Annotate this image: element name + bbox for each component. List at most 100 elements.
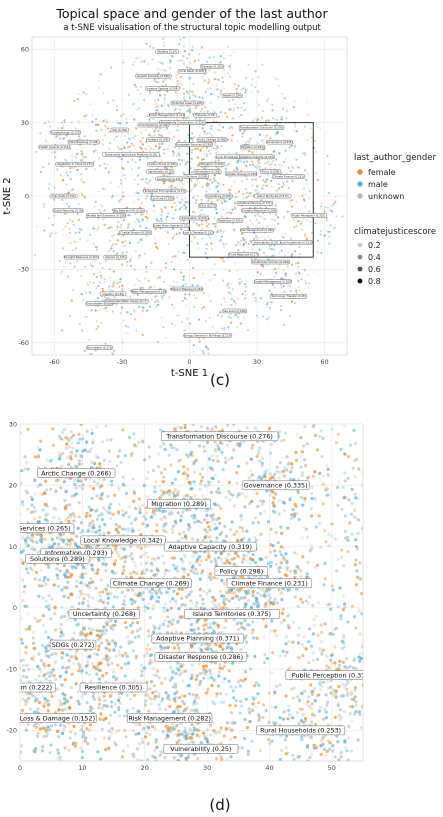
data-point xyxy=(231,689,235,693)
data-point xyxy=(123,594,127,599)
data-point xyxy=(234,302,237,305)
data-point xyxy=(172,710,176,714)
data-point xyxy=(99,281,102,284)
data-point xyxy=(13,518,16,521)
data-point xyxy=(270,619,274,623)
data-point xyxy=(140,673,144,678)
data-point xyxy=(66,580,70,584)
data-point xyxy=(126,260,129,263)
data-point xyxy=(333,715,337,719)
data-point xyxy=(82,253,85,256)
data-point xyxy=(122,195,125,198)
data-point xyxy=(190,450,194,454)
data-point xyxy=(253,684,257,688)
data-point xyxy=(77,500,81,505)
data-point xyxy=(194,147,197,150)
topic-label: Hazard Mapping (0.245) xyxy=(172,287,203,291)
topic-label-box xyxy=(183,333,232,338)
data-point xyxy=(304,154,307,157)
data-point xyxy=(15,518,18,521)
data-point xyxy=(202,127,205,130)
data-point xyxy=(256,185,259,188)
data-point xyxy=(262,184,265,187)
data-point xyxy=(222,243,225,246)
data-point xyxy=(293,125,297,128)
data-point xyxy=(205,786,208,789)
data-point xyxy=(155,299,159,302)
data-point xyxy=(260,118,263,121)
data-point xyxy=(51,151,54,154)
data-point xyxy=(212,628,216,632)
data-point xyxy=(118,201,121,204)
data-point xyxy=(86,593,90,597)
data-point xyxy=(180,201,183,204)
data-point xyxy=(141,178,144,181)
data-point xyxy=(61,329,64,332)
data-point xyxy=(228,492,232,496)
data-point xyxy=(14,568,17,571)
data-point xyxy=(202,518,207,522)
data-point xyxy=(56,545,60,549)
data-point xyxy=(151,754,155,758)
data-point xyxy=(272,254,275,257)
data-point xyxy=(256,218,259,221)
data-point xyxy=(325,219,328,222)
data-point xyxy=(165,771,168,774)
data-point xyxy=(265,408,268,411)
data-point xyxy=(250,446,254,450)
data-point xyxy=(162,610,166,614)
data-point xyxy=(145,226,148,230)
data-point xyxy=(252,636,256,640)
data-point xyxy=(177,82,180,86)
data-point xyxy=(268,244,271,248)
data-point xyxy=(222,183,225,186)
data-point xyxy=(182,87,185,91)
data-point xyxy=(62,228,65,231)
data-point xyxy=(62,564,66,568)
data-point xyxy=(88,514,92,518)
data-point xyxy=(252,602,256,606)
data-point xyxy=(28,536,32,540)
data-point xyxy=(27,668,32,672)
data-point xyxy=(309,127,312,130)
data-point xyxy=(114,764,117,767)
data-point xyxy=(95,672,99,676)
data-point xyxy=(93,205,96,208)
data-point xyxy=(323,208,326,211)
data-point xyxy=(193,186,196,189)
topic-label: Adaptive Capacity (0.319) xyxy=(240,155,274,159)
data-point xyxy=(193,136,196,139)
data-point xyxy=(144,511,149,515)
data-point xyxy=(186,110,189,113)
data-point xyxy=(113,788,116,791)
data-point xyxy=(275,470,279,474)
data-point xyxy=(149,561,153,565)
data-point xyxy=(77,98,80,101)
data-point xyxy=(89,576,93,581)
data-point xyxy=(346,620,350,624)
data-point xyxy=(277,183,280,186)
data-point xyxy=(284,232,287,235)
data-point xyxy=(82,91,85,94)
data-point xyxy=(260,464,264,468)
data-point xyxy=(290,462,294,466)
data-point xyxy=(47,216,50,220)
data-point xyxy=(208,572,212,576)
data-point xyxy=(201,475,205,479)
data-point xyxy=(256,504,260,508)
data-point xyxy=(124,554,128,558)
data-point xyxy=(177,738,181,743)
data-point xyxy=(232,504,236,508)
data-point xyxy=(148,810,151,813)
data-point xyxy=(157,129,160,132)
data-point xyxy=(129,149,132,152)
data-point xyxy=(181,679,185,683)
data-point xyxy=(195,559,199,563)
topic-label: Coral Reefs (0.297) xyxy=(179,69,204,73)
data-point xyxy=(149,569,153,573)
data-point xyxy=(186,190,189,193)
data-point xyxy=(206,110,209,113)
data-point xyxy=(171,237,174,240)
data-point xyxy=(153,748,157,752)
data-point xyxy=(20,744,24,748)
